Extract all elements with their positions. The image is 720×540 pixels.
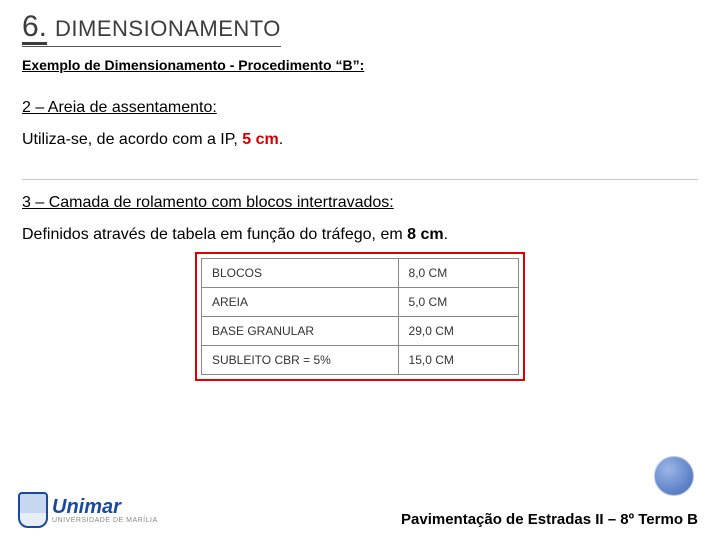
section3-head: 3 – Camada de rolamento com blocos inter… <box>22 194 698 212</box>
section3-prefix: Definidos através de tabela em função do… <box>22 226 407 243</box>
cell-label: AREIA <box>202 288 399 317</box>
section3-value: 8 cm <box>407 226 443 243</box>
table-row: BASE GRANULAR 29,0 CM <box>202 317 519 346</box>
section3-body: Definidos através de tabela em função do… <box>22 226 698 244</box>
page-title: 6. DIMENSIONAMENTO <box>22 10 281 47</box>
section2-body: Utiliza-se, de acordo com a IP, 5 cm. <box>22 131 698 149</box>
cell-value: 15,0 CM <box>398 346 518 375</box>
logo: Unimar UNIVERSIDADE DE MARÍLIA <box>18 492 158 528</box>
footer: Unimar UNIVERSIDADE DE MARÍLIA Pavimenta… <box>0 468 720 540</box>
title-number: 6. <box>22 10 47 44</box>
logo-text: Unimar UNIVERSIDADE DE MARÍLIA <box>52 497 158 524</box>
logo-subtext: UNIVERSIDADE DE MARÍLIA <box>52 517 158 524</box>
table-row: BLOCOS 8,0 CM <box>202 259 519 288</box>
cell-label: SUBLEITO CBR = 5% <box>202 346 399 375</box>
table-row: SUBLEITO CBR = 5% 15,0 CM <box>202 346 519 375</box>
section2-prefix: Utiliza-se, de acordo com a IP, <box>22 131 242 148</box>
decorative-circle-icon <box>654 456 694 496</box>
layers-table: BLOCOS 8,0 CM AREIA 5,0 CM BASE GRANULAR… <box>201 258 519 375</box>
section2-suffix: . <box>279 131 283 148</box>
subtitle: Exemplo de Dimensionamento - Procediment… <box>22 57 698 73</box>
logo-crest-icon <box>18 492 48 528</box>
cell-label: BLOCOS <box>202 259 399 288</box>
layers-table-frame: BLOCOS 8,0 CM AREIA 5,0 CM BASE GRANULAR… <box>195 252 525 381</box>
table-row: AREIA 5,0 CM <box>202 288 519 317</box>
cell-value: 5,0 CM <box>398 288 518 317</box>
footer-text: Pavimentação de Estradas II – 8º Termo B <box>401 511 698 528</box>
logo-brand: Unimar <box>52 497 158 517</box>
cell-value: 29,0 CM <box>398 317 518 346</box>
section3-suffix: . <box>444 226 448 243</box>
section2-value: 5 cm <box>242 131 278 148</box>
divider <box>22 179 698 180</box>
cell-value: 8,0 CM <box>398 259 518 288</box>
title-word: DIMENSIONAMENTO <box>55 16 281 42</box>
cell-label: BASE GRANULAR <box>202 317 399 346</box>
section2-head: 2 – Areia de assentamento: <box>22 99 698 117</box>
